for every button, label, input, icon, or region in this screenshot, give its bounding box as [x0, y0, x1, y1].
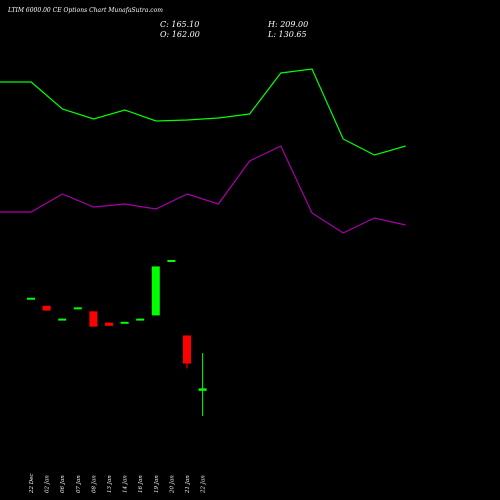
- candle-body: [120, 321, 129, 324]
- candle-body: [198, 388, 207, 391]
- candle-body: [167, 260, 176, 262]
- x-tick-label: 22 Dec: [29, 474, 35, 495]
- candle-body: [42, 305, 51, 311]
- candle-20-jan: [167, 260, 176, 262]
- low-value: L: 130.65: [268, 30, 307, 39]
- candle-body: [73, 307, 82, 310]
- candle-16-jan: [136, 318, 145, 321]
- x-tick-label: 06 Jan: [60, 475, 66, 493]
- x-axis-labels: 22 Dec 02 Jan 06 Jan 07 Jan 08 Jan 13 Jan 14 J…: [29, 474, 207, 495]
- candle-13-jan: [105, 322, 113, 326]
- x-tick-label: 14 Jan: [123, 475, 129, 493]
- candle-body: [151, 266, 160, 316]
- candle-08-jan: [89, 311, 98, 327]
- overlay-line-1: [0, 68, 406, 156]
- overlay-line-2: [0, 145, 406, 234]
- candles: [27, 260, 207, 416]
- x-tick-label: 07 Jan: [76, 475, 82, 493]
- high-value: H: 209.00: [268, 20, 309, 29]
- close-value: C: 165.10: [160, 20, 200, 29]
- candle-body: [27, 297, 35, 300]
- candle-21-jan: [183, 335, 191, 369]
- candle-22-dec: [27, 297, 35, 300]
- candle-06-jan: [58, 318, 67, 321]
- x-tick-label: 08 Jan: [91, 475, 97, 493]
- candle-body: [183, 335, 191, 364]
- x-tick-label: 13 Jan: [107, 475, 113, 493]
- candle-02-jan: [42, 305, 51, 311]
- candle-body: [58, 318, 67, 321]
- x-tick-label: 19 Jan: [154, 475, 160, 493]
- candle-14-jan: [120, 321, 129, 324]
- candle-22-jan: [198, 353, 207, 416]
- x-tick-label: 16 Jan: [138, 475, 144, 493]
- x-tick-label: 22 Jan: [201, 475, 207, 494]
- x-tick-label: 02 Jan: [45, 475, 51, 493]
- candle-body: [89, 311, 98, 327]
- candle-19-jan: [151, 266, 160, 316]
- candle-07-jan: [73, 307, 82, 310]
- candle-body: [136, 318, 145, 321]
- x-tick-label: 20 Jan: [169, 475, 175, 494]
- overlay-lines: [0, 68, 406, 234]
- open-value: O: 162.00: [160, 30, 200, 39]
- candle-body: [105, 322, 113, 326]
- x-tick-label: 21 Jan: [185, 475, 191, 494]
- chart-title: LTIM 6000.00 CE Options Chart MunafaSutr…: [8, 7, 163, 14]
